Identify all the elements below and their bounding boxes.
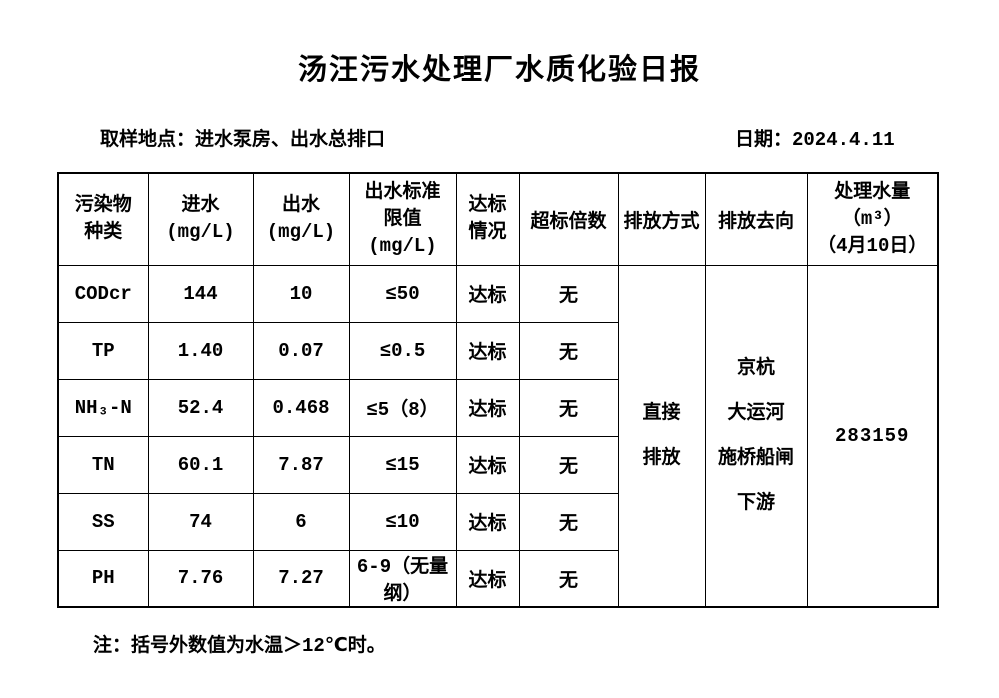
status-value: 达标: [455, 321, 520, 380]
limit-value: ≤50: [348, 264, 457, 323]
exceed-value: 无: [518, 378, 619, 437]
exceed-value: 无: [518, 492, 619, 551]
meta-row: 取样地点：进水泵房、出水总排口 日期：2024.4.11: [0, 124, 999, 152]
discharge-mode-cell: 直接 排放: [617, 264, 706, 608]
influent-value: 52.4: [147, 378, 254, 437]
exceed-value: 无: [518, 321, 619, 380]
limit-value: ≤0.5: [348, 321, 457, 380]
footnote: 注：括号外数值为水温＞12℃时。: [93, 635, 386, 657]
pollutant-name: TP: [57, 321, 149, 380]
pollutant-name: NH₃-N: [57, 378, 149, 437]
limit-value: ≤15: [348, 435, 457, 494]
exceed-value: 无: [518, 435, 619, 494]
effluent-value: 7.27: [252, 549, 350, 608]
exceed-value: 无: [518, 549, 619, 608]
header-limit: 出水标准 限值 (mg/L): [348, 172, 457, 266]
header-status: 达标 情况: [455, 172, 520, 266]
header-influent: 进水 (mg/L): [147, 172, 254, 266]
header-treated-volume: 处理水量 （m³） （4月10日）: [806, 172, 939, 266]
effluent-value: 10: [252, 264, 350, 323]
table-row-tp: TP 1.40 0.07 ≤0.5 达标 无: [57, 321, 938, 380]
table-header-row: 污染物 种类 进水 (mg/L) 出水 (mg/L) 出水标准 限值 (mg/L…: [57, 172, 939, 266]
header-effluent: 出水 (mg/L): [252, 172, 350, 266]
influent-value: 7.76: [147, 549, 254, 608]
effluent-value: 6: [252, 492, 350, 551]
influent-value: 60.1: [147, 435, 254, 494]
status-value: 达标: [455, 378, 520, 437]
influent-value: 1.40: [147, 321, 254, 380]
effluent-value: 0.468: [252, 378, 350, 437]
table-row-ss: SS 74 6 ≤10 达标 无: [57, 492, 938, 551]
limit-value: 6-9（无量纲）: [348, 549, 457, 608]
status-value: 达标: [455, 549, 520, 608]
treated-volume-cell: 283159: [806, 264, 939, 608]
report-date-label: 日期：2024.4.11: [735, 129, 895, 151]
influent-value: 74: [147, 492, 254, 551]
status-value: 达标: [455, 492, 520, 551]
water-quality-table: 污染物 种类 进水 (mg/L) 出水 (mg/L) 出水标准 限值 (mg/L…: [57, 172, 939, 608]
effluent-value: 7.87: [252, 435, 350, 494]
table-row-codcr: CODcr 144 10 ≤50 达标 无 直接 排放 京杭 大运河 施桥船闸 …: [57, 264, 939, 608]
header-discharge-destination: 排放去向: [704, 172, 808, 266]
status-value: 达标: [455, 435, 520, 494]
limit-value: ≤10: [348, 492, 457, 551]
header-pollutant: 污染物 种类: [57, 172, 149, 266]
sampling-point-label: 取样地点：进水泵房、出水总排口: [100, 129, 386, 151]
pollutant-name: SS: [57, 492, 149, 551]
header-exceed: 超标倍数: [518, 172, 619, 266]
pollutant-name: TN: [57, 435, 149, 494]
page-title: 汤汪污水处理厂水质化验日报: [297, 55, 701, 88]
effluent-value: 0.07: [252, 321, 350, 380]
exceed-value: 无: [518, 264, 619, 323]
pollutant-name: PH: [57, 549, 149, 608]
discharge-destination-cell: 京杭 大运河 施桥船闸 下游: [704, 264, 808, 608]
status-value: 达标: [455, 264, 520, 323]
limit-value: ≤5（8）: [348, 378, 457, 437]
table-row-ph: PH 7.76 7.27 6-9（无量纲） 达标 无: [57, 549, 938, 608]
pollutant-name: CODcr: [57, 264, 149, 323]
influent-value: 144: [147, 264, 254, 323]
header-discharge-mode: 排放方式: [617, 172, 706, 266]
table-row-tn: TN 60.1 7.87 ≤15 达标 无: [57, 435, 938, 494]
table-row-nh3n: NH₃-N 52.4 0.468 ≤5（8） 达标 无: [57, 378, 938, 437]
